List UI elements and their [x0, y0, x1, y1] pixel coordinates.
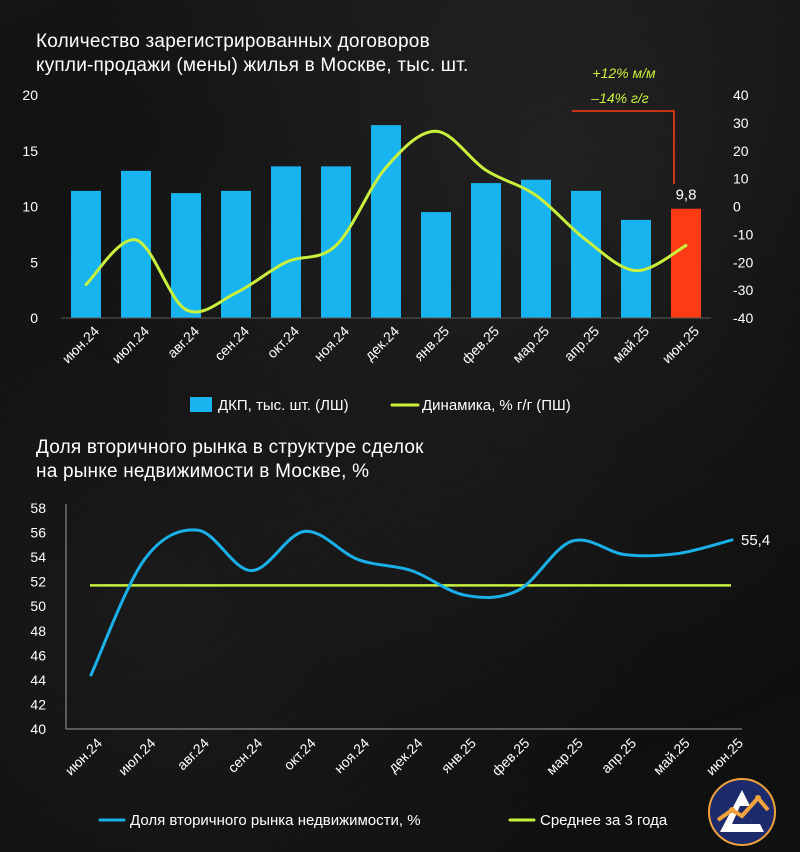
- chart1-dynamics-line: [84, 129, 688, 314]
- chart1-bar-мар.25: [521, 179, 551, 318]
- chart1-x-label: май.25: [609, 323, 652, 366]
- chart2-title: Доля вторичного рынка в структуре сделок…: [36, 436, 424, 484]
- chart1-right-tick: -10: [733, 226, 753, 242]
- chart1-bar-июн.25: [671, 208, 701, 318]
- chart2-x-label: ноя.24: [331, 735, 373, 777]
- chart2-y-tick: 40: [30, 721, 46, 737]
- chart1-x-label: сен.24: [211, 323, 252, 364]
- chart1-right-tick: 0: [733, 199, 741, 215]
- chart1-left-tick: 10: [22, 199, 38, 215]
- chart1-legend-bar-swatch: [190, 397, 212, 412]
- chart2-x-label: июн.24: [62, 735, 106, 779]
- chart2-y-tick: 58: [30, 500, 46, 516]
- chart2-legend-average-label: Среднее за 3 года: [540, 812, 668, 829]
- chart2-y-tick: 54: [30, 549, 46, 565]
- chart1-x-label: июн.25: [659, 323, 703, 367]
- chart1-right-tick: 10: [733, 171, 749, 187]
- chart1-title-line2: купли-продажи (мены) жилья в Москве, тыс…: [36, 55, 469, 76]
- chart1-left-tick: 15: [22, 143, 38, 159]
- chart1-legend-bar-label: ДКП, тыс. шт. (ЛШ): [218, 397, 349, 414]
- chart1-x-label: фев.25: [458, 323, 502, 367]
- chart1-bar-апр.25: [571, 190, 601, 318]
- brand-logo: [708, 778, 776, 846]
- chart2-y-tick: 52: [30, 574, 46, 590]
- chart2-x-label: июн.25: [703, 735, 747, 779]
- chart2-last-value-label: 55,4: [741, 532, 770, 549]
- chart1-callout-line: [572, 110, 675, 184]
- chart1-right-tick: -20: [733, 254, 753, 270]
- chart1-bar-янв.25: [421, 212, 451, 318]
- chart1-title-line1: Количество зарегистрированных договоров: [36, 31, 430, 52]
- chart1-x-label: окт.24: [264, 323, 303, 362]
- chart1-bar-июл.24: [121, 170, 151, 318]
- chart1-annotation-mm: +12% м/м: [592, 65, 656, 81]
- logo-icon: [716, 790, 770, 832]
- chart1-x-label: ноя.24: [311, 323, 353, 365]
- chart1-left-tick: 20: [22, 87, 38, 103]
- chart2-x-label: дек.24: [385, 735, 426, 776]
- chart2-x-label: фев.25: [488, 735, 532, 779]
- chart1-bar-фев.25: [471, 183, 501, 318]
- chart2-x-label: июл.24: [115, 735, 159, 779]
- chart2-title-line2: на рынке недвижимости в Москве, %: [36, 461, 370, 482]
- chart2-y-tick: 48: [30, 623, 46, 639]
- chart1-legend-line-label: Динамика, % г/г (ПШ): [422, 397, 571, 414]
- chart1-x-label: дек.24: [361, 323, 402, 364]
- chart2-legend-share-label: Доля вторичного рынка недвижимости, %: [130, 812, 421, 829]
- chart2-title-line1: Доля вторичного рынка в структуре сделок: [36, 437, 424, 458]
- chart2-y-tick: 50: [30, 598, 46, 614]
- chart2-x-label: янв.25: [438, 735, 479, 776]
- chart1-x-label: мар.25: [509, 323, 552, 366]
- chart1-bar-июн.24: [71, 190, 101, 318]
- chart1-right-tick: 30: [733, 115, 749, 131]
- chart2-x-label: мар.25: [543, 735, 586, 778]
- chart1-last-bar-label: 9,8: [676, 187, 697, 204]
- chart1-title: Количество зарегистрированных договоров …: [36, 30, 469, 78]
- chart1-x-label: авг.24: [164, 323, 202, 361]
- chart1-x-label: апр.25: [561, 323, 603, 365]
- chart2-y-tick: 42: [30, 696, 46, 712]
- chart1-right-tick: -30: [733, 282, 753, 298]
- chart2-y-tick: 56: [30, 525, 46, 541]
- chart1-left-tick: 5: [30, 254, 38, 270]
- chart1-right-tick: 20: [733, 143, 749, 159]
- chart1-x-label: июл.24: [109, 323, 153, 367]
- chart1-x-label: июн.24: [59, 323, 103, 367]
- chart2-x-label: окт.24: [280, 735, 319, 774]
- chart2-x-label: апр.25: [598, 735, 640, 777]
- chart2-x-label: май.25: [650, 735, 693, 778]
- chart2-secondary-share-line: [89, 528, 734, 677]
- chart1-bar-ноя.24: [321, 166, 351, 318]
- chart2-x-label: сен.24: [224, 735, 265, 776]
- chart1-bar-окт.24: [271, 166, 301, 318]
- chart1-right-tick: 40: [733, 87, 749, 103]
- chart1-x-label: янв.25: [411, 323, 452, 364]
- chart1-right-tick: -40: [733, 310, 753, 326]
- chart2-y-tick: 46: [30, 647, 46, 663]
- chart2-y-tick: 44: [30, 672, 46, 688]
- chart1-left-tick: 0: [30, 310, 38, 326]
- chart1-annotation-yy: –14% г/г: [590, 90, 648, 106]
- chart2-x-label: авг.24: [174, 735, 212, 773]
